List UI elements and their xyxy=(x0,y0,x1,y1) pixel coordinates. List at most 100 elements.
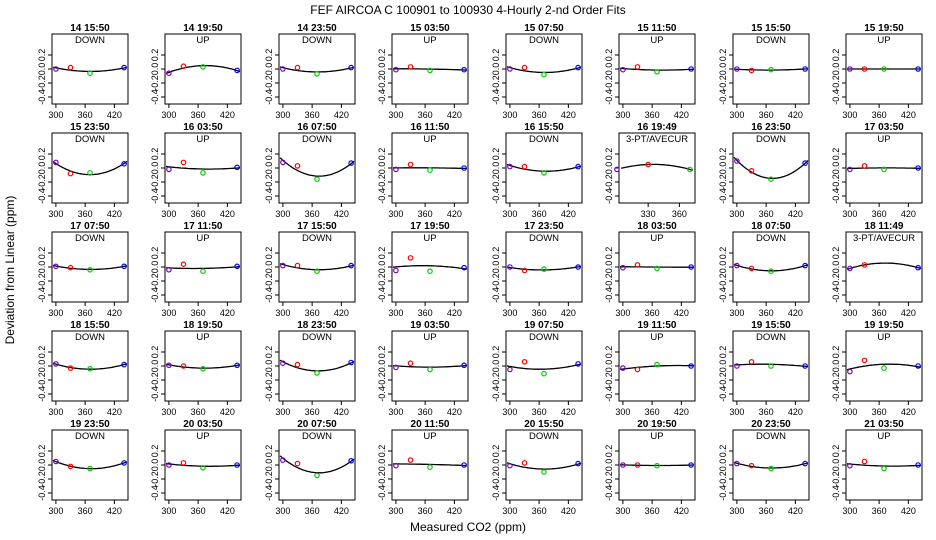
data-point xyxy=(521,460,528,466)
fit-curve xyxy=(846,262,922,270)
y-tick-label: 0.0 xyxy=(831,360,841,373)
y-tick-label: 0.2 xyxy=(718,445,728,458)
data-point xyxy=(881,166,887,173)
data-point xyxy=(234,164,240,171)
y-axis-label: Deviation from Linear (ppm) xyxy=(3,196,17,345)
data-point xyxy=(121,460,127,466)
y-tick-label: 0.2 xyxy=(831,445,841,458)
data-point xyxy=(768,66,774,73)
panel-title: 19 19:50 xyxy=(864,320,904,331)
y-tick-label: 0.2 xyxy=(377,346,387,359)
panel-mode-label: UP xyxy=(423,35,436,46)
x-tick-label: 360 xyxy=(418,407,433,417)
data-point xyxy=(521,267,528,274)
data-point xyxy=(734,262,740,269)
y-tick-label: -0.2 xyxy=(264,372,274,388)
data-point xyxy=(688,66,694,72)
x-tick-label: 300 xyxy=(502,110,517,120)
data-point xyxy=(67,365,74,371)
data-point xyxy=(461,264,467,271)
data-point xyxy=(348,160,354,166)
x-tick-label: 420 xyxy=(334,506,349,516)
panel-title: 17 07:50 xyxy=(70,221,110,232)
data-point xyxy=(847,265,853,272)
data-point xyxy=(915,363,921,369)
x-tick-label: 420 xyxy=(561,506,576,516)
y-tick-label: -0.2 xyxy=(377,174,387,190)
y-tick-label: 0.0 xyxy=(604,459,614,472)
x-tick-label: 420 xyxy=(220,407,235,417)
panel-title: 20 23:50 xyxy=(751,419,791,430)
figure-title: FEF AIRCOA C 100901 to 100930 4-Hourly 2… xyxy=(310,3,625,17)
data-point xyxy=(645,161,651,168)
y-tick-label: 0.2 xyxy=(831,49,841,62)
data-point xyxy=(575,64,581,71)
x-tick-label: 420 xyxy=(334,110,349,120)
x-tick-label: 360 xyxy=(645,110,660,120)
y-tick-label: -0.2 xyxy=(37,372,47,388)
x-tick-label: 300 xyxy=(729,506,744,516)
y-tick-label: -0.4 xyxy=(150,89,160,105)
y-tick-label: -0.4 xyxy=(264,188,274,204)
x-tick-label: 300 xyxy=(161,407,176,417)
y-tick-label: 0.0 xyxy=(264,261,274,274)
x-tick-label: 300 xyxy=(388,308,403,318)
y-tick-label: 0.2 xyxy=(150,346,160,359)
x-tick-label: 420 xyxy=(901,110,916,120)
data-point xyxy=(166,362,172,369)
x-tick-label: 300 xyxy=(842,209,857,219)
data-point xyxy=(180,363,187,369)
y-tick-label: 0.0 xyxy=(37,459,47,472)
data-point xyxy=(654,69,660,75)
data-point xyxy=(200,464,206,471)
y-tick-label: 0.0 xyxy=(831,459,841,472)
data-point xyxy=(393,66,399,73)
y-tick-label: 0.2 xyxy=(150,148,160,161)
data-point xyxy=(847,462,853,469)
panel-title: 19 23:50 xyxy=(70,419,110,430)
panel-title: 18 07:50 xyxy=(751,221,791,232)
y-tick-label: -0.4 xyxy=(264,89,274,105)
y-tick-label: 0.0 xyxy=(604,360,614,373)
panel-title: 15 03:50 xyxy=(410,23,450,34)
data-point xyxy=(393,267,399,274)
y-tick-label: -0.2 xyxy=(37,75,47,91)
data-point xyxy=(166,462,172,468)
x-tick-label: 420 xyxy=(107,407,122,417)
data-point xyxy=(53,66,59,72)
data-point xyxy=(575,460,581,467)
y-tick-label: -0.2 xyxy=(491,372,501,388)
y-tick-label: 0.0 xyxy=(264,162,274,175)
data-point xyxy=(393,166,399,173)
data-point xyxy=(575,264,581,270)
y-tick-label: -0.2 xyxy=(831,471,841,487)
data-point xyxy=(748,168,755,174)
x-tick-label: 300 xyxy=(729,209,744,219)
y-tick-label: 0.2 xyxy=(491,49,501,62)
y-tick-label: -0.4 xyxy=(831,287,841,303)
data-point xyxy=(121,361,127,368)
panel-mode-label: UP xyxy=(423,332,436,343)
x-tick-label: 420 xyxy=(447,506,462,516)
y-tick-label: 0.2 xyxy=(604,247,614,260)
data-point xyxy=(634,64,641,70)
y-tick-label: 0.0 xyxy=(37,360,47,373)
data-point xyxy=(507,66,513,72)
data-point xyxy=(507,366,513,373)
x-tick-label: 420 xyxy=(674,407,689,417)
data-point xyxy=(802,460,808,467)
data-point xyxy=(53,263,59,270)
y-tick-label: -0.4 xyxy=(604,485,614,501)
y-tick-label: -0.2 xyxy=(604,471,614,487)
x-tick-label: 300 xyxy=(729,407,744,417)
x-tick-label: 360 xyxy=(305,110,320,120)
panel-mode-label: DOWN xyxy=(756,35,786,46)
fit-curve xyxy=(165,462,241,467)
x-tick-label: 300 xyxy=(48,407,63,417)
